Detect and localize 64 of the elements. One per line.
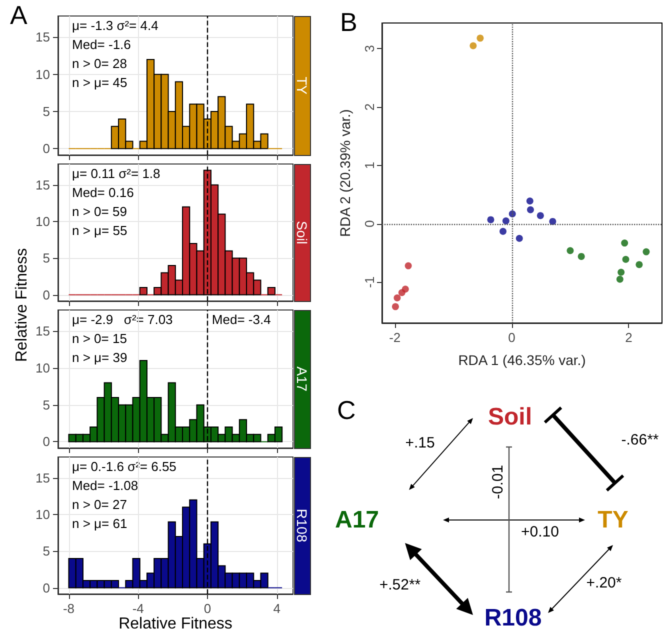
y-tick-label: 15 bbox=[36, 470, 50, 486]
annotation: n > 0= 27 bbox=[72, 497, 127, 512]
y-tick-label: -1 bbox=[362, 276, 377, 288]
annotation: Med= -1.08 bbox=[72, 478, 138, 493]
x-tick-label: 4 bbox=[273, 601, 280, 616]
text: A17 bbox=[294, 366, 310, 392]
y-tick-label: 5 bbox=[42, 250, 50, 266]
annotation: n > μ= 61 bbox=[72, 516, 128, 531]
y-tick-label: 10 bbox=[36, 507, 50, 522]
category-label: TY bbox=[598, 506, 628, 534]
y-tick-label: 5 bbox=[42, 544, 50, 559]
x-axis-title: RDA 1 (46.35% var.) bbox=[458, 352, 586, 368]
x-axis-title: Relative Fitness bbox=[118, 616, 232, 632]
text: +.15 bbox=[405, 434, 435, 452]
text: C bbox=[337, 395, 356, 425]
category-label: A17 bbox=[334, 506, 380, 534]
y-tick-label: 10 bbox=[36, 214, 50, 230]
y-tick-label: 5 bbox=[42, 104, 50, 120]
x-tick-label: 2 bbox=[625, 330, 632, 345]
x-tick-label: 0 bbox=[508, 330, 516, 345]
y-tick-label: 0 bbox=[42, 580, 50, 596]
annotation: Med= -1.6 bbox=[72, 37, 131, 52]
x-tick-label: 0 bbox=[204, 601, 212, 616]
category-label: R108 bbox=[484, 604, 542, 632]
annotation: μ= 0.11 σ²= 1.8 bbox=[72, 166, 160, 181]
text: Soil bbox=[294, 220, 310, 244]
y-tick-label: 0 bbox=[42, 434, 50, 450]
text: R108 bbox=[294, 508, 310, 542]
y-tick-label: 10 bbox=[36, 66, 50, 82]
y-tick-label: 15 bbox=[36, 177, 50, 192]
annotation: n > 0= 59 bbox=[72, 204, 127, 219]
text: +.20* bbox=[586, 574, 622, 592]
y-axis-title: RDA 2 (20.39% var.) bbox=[337, 109, 353, 237]
y-tick-label: 3 bbox=[362, 45, 377, 52]
y-tick-label: 0 bbox=[362, 220, 377, 228]
annotation: Med= 0.16 bbox=[72, 185, 134, 200]
annotation: n > μ= 45 bbox=[72, 75, 128, 90]
text: TY bbox=[294, 76, 310, 96]
text: +.52** bbox=[379, 576, 421, 594]
annotation: n > μ= 55 bbox=[72, 223, 128, 238]
y-tick-label: 1 bbox=[362, 162, 377, 170]
annotation: Med= -3.4 bbox=[212, 312, 271, 327]
y-tick-label: 10 bbox=[36, 360, 50, 376]
annotation: μ= -2.9 σ²= 7.03 bbox=[72, 312, 173, 327]
x-tick-label: -4 bbox=[132, 601, 144, 616]
text: +0.10 bbox=[521, 524, 559, 540]
x-tick-label: -8 bbox=[62, 601, 75, 616]
y-tick-label: 5 bbox=[42, 397, 50, 412]
y-tick-label: 0 bbox=[42, 287, 50, 302]
chart-title: B bbox=[340, 7, 358, 37]
text: -0.01 bbox=[490, 464, 506, 500]
text: -.66** bbox=[621, 432, 659, 448]
y-tick-label: 15 bbox=[36, 30, 50, 45]
category-label: Soil bbox=[488, 404, 532, 430]
text: A bbox=[10, 0, 28, 30]
y-axis-title: Relative Fitness bbox=[14, 248, 30, 362]
y-tick-label: 0 bbox=[42, 141, 50, 156]
annotation: n > μ= 39 bbox=[72, 350, 128, 365]
y-tick-label: 2 bbox=[362, 103, 377, 111]
annotation: n > 0= 28 bbox=[72, 56, 127, 71]
x-tick-label: -2 bbox=[389, 330, 401, 345]
annotation: μ= -1.3 σ²= 4.4 bbox=[72, 18, 158, 33]
y-tick-label: 15 bbox=[36, 324, 50, 339]
annotation: n > 0= 15 bbox=[72, 331, 127, 346]
